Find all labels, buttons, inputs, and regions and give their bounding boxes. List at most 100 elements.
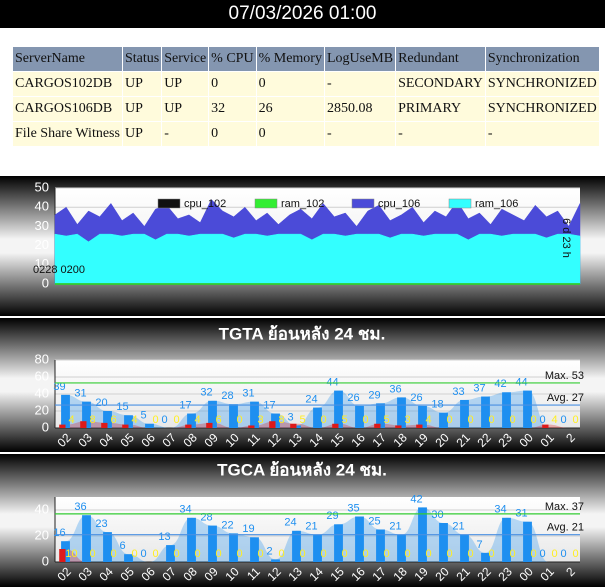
bar bbox=[376, 529, 385, 562]
status-table: ServerName Status Service% CPU% Memory LogU… bbox=[12, 46, 600, 147]
value-label: 0 bbox=[173, 414, 179, 426]
value-label: 0 bbox=[215, 548, 221, 560]
legend-label: ram_106 bbox=[475, 198, 518, 210]
bar bbox=[290, 423, 297, 428]
value-label: 7 bbox=[476, 539, 482, 551]
value-label: 5 bbox=[383, 414, 389, 426]
legend-swatch bbox=[448, 198, 472, 209]
bar bbox=[374, 423, 381, 428]
value-label: 0 bbox=[530, 548, 536, 560]
bar bbox=[271, 559, 280, 562]
value-label: 21 bbox=[452, 521, 464, 533]
bar bbox=[250, 537, 259, 562]
bar bbox=[59, 424, 66, 428]
value-label: 35 bbox=[347, 502, 359, 514]
value-label: 36 bbox=[389, 383, 401, 395]
table-cell: SYNCHRONIZED bbox=[484, 96, 600, 122]
series-area bbox=[54, 233, 581, 285]
bar bbox=[103, 532, 112, 562]
value-label: 0 bbox=[362, 548, 368, 560]
y-tick-label: 80 bbox=[35, 351, 49, 366]
reference-label: Avg. 27 bbox=[547, 392, 584, 404]
bar bbox=[208, 525, 217, 562]
legend-label: ram_102 bbox=[281, 198, 324, 210]
value-label: 0 bbox=[572, 548, 578, 560]
value-label: 0 bbox=[467, 414, 473, 426]
value-label: 10 bbox=[65, 548, 77, 560]
bar bbox=[187, 517, 196, 562]
value-label: 0 bbox=[539, 548, 545, 560]
value-label: 0 bbox=[362, 414, 368, 426]
legend-swatch bbox=[254, 198, 278, 209]
table-cell: UP bbox=[121, 96, 163, 122]
value-label: 4 bbox=[194, 414, 200, 426]
value-label: 6 bbox=[110, 414, 116, 426]
table-cell: - bbox=[161, 121, 210, 147]
y-tick-label: 60 bbox=[35, 368, 49, 383]
bar bbox=[355, 516, 364, 562]
value-label: 0 bbox=[560, 548, 566, 560]
legend-swatch bbox=[157, 198, 181, 209]
chart-title: TGCA ย้อนหลัง 24 ชม. bbox=[217, 460, 387, 479]
value-label: 33 bbox=[452, 386, 464, 398]
value-label: 22 bbox=[221, 519, 233, 531]
value-label: 28 bbox=[221, 390, 233, 402]
value-label: 34 bbox=[494, 504, 506, 516]
column-header: Redundant bbox=[395, 46, 486, 72]
value-label: 4 bbox=[551, 414, 557, 426]
value-label: 5 bbox=[341, 414, 347, 426]
bar bbox=[542, 424, 549, 428]
bar bbox=[82, 515, 91, 562]
table-cell: 26 bbox=[255, 96, 325, 122]
value-label: 30 bbox=[431, 509, 443, 521]
bar bbox=[334, 524, 343, 562]
bar bbox=[61, 394, 70, 428]
value-label: 13 bbox=[158, 531, 170, 543]
value-label: 0 bbox=[320, 414, 326, 426]
column-header: % Memory bbox=[255, 46, 325, 72]
value-label: 42 bbox=[494, 378, 506, 390]
y-tick-label: 0 bbox=[42, 419, 49, 434]
value-label: 36 bbox=[74, 501, 86, 513]
value-label: 29 bbox=[368, 389, 380, 401]
bar bbox=[313, 407, 322, 428]
value-label: 31 bbox=[242, 388, 254, 400]
table-cell: 0 bbox=[255, 121, 325, 147]
bar bbox=[397, 397, 406, 428]
value-label: 34 bbox=[179, 504, 191, 516]
value-label: 4 bbox=[131, 414, 137, 426]
y-tick-label: 20 bbox=[35, 237, 49, 252]
annotation: 6 d 23 h bbox=[560, 218, 572, 258]
table-cell: File Share Witness bbox=[12, 121, 123, 147]
value-label: 42 bbox=[410, 493, 422, 505]
bar bbox=[206, 422, 213, 428]
bar bbox=[502, 392, 511, 428]
bar bbox=[376, 403, 385, 428]
bar bbox=[103, 411, 112, 428]
value-label: 0 bbox=[131, 548, 137, 560]
bar bbox=[166, 545, 175, 562]
value-label: 3 bbox=[287, 411, 293, 423]
header-title: 07/03/2026 01:00 bbox=[0, 0, 605, 28]
bar bbox=[334, 390, 343, 428]
bar bbox=[332, 423, 339, 428]
table-row: File Share Witness UP -0 0- - - bbox=[12, 121, 600, 147]
value-label: 2 bbox=[266, 545, 272, 557]
value-label: 0 bbox=[509, 548, 515, 560]
value-label: 0 bbox=[488, 414, 494, 426]
bar bbox=[502, 517, 511, 562]
table-cell: - bbox=[484, 121, 600, 147]
value-label: 3 bbox=[404, 414, 410, 426]
value-label: 20 bbox=[95, 397, 107, 409]
value-label: 0 bbox=[299, 548, 305, 560]
value-label: 0 bbox=[572, 414, 578, 426]
value-label: 0 bbox=[161, 414, 167, 426]
table-cell: UP bbox=[161, 71, 210, 97]
value-label: 8 bbox=[89, 414, 95, 426]
table-cell: SECONDARY bbox=[395, 71, 486, 97]
value-label: 0 bbox=[320, 548, 326, 560]
value-label: 0 bbox=[173, 548, 179, 560]
y-tick-label: 0 bbox=[42, 553, 49, 568]
bar bbox=[250, 401, 259, 428]
value-label: 0 bbox=[488, 548, 494, 560]
